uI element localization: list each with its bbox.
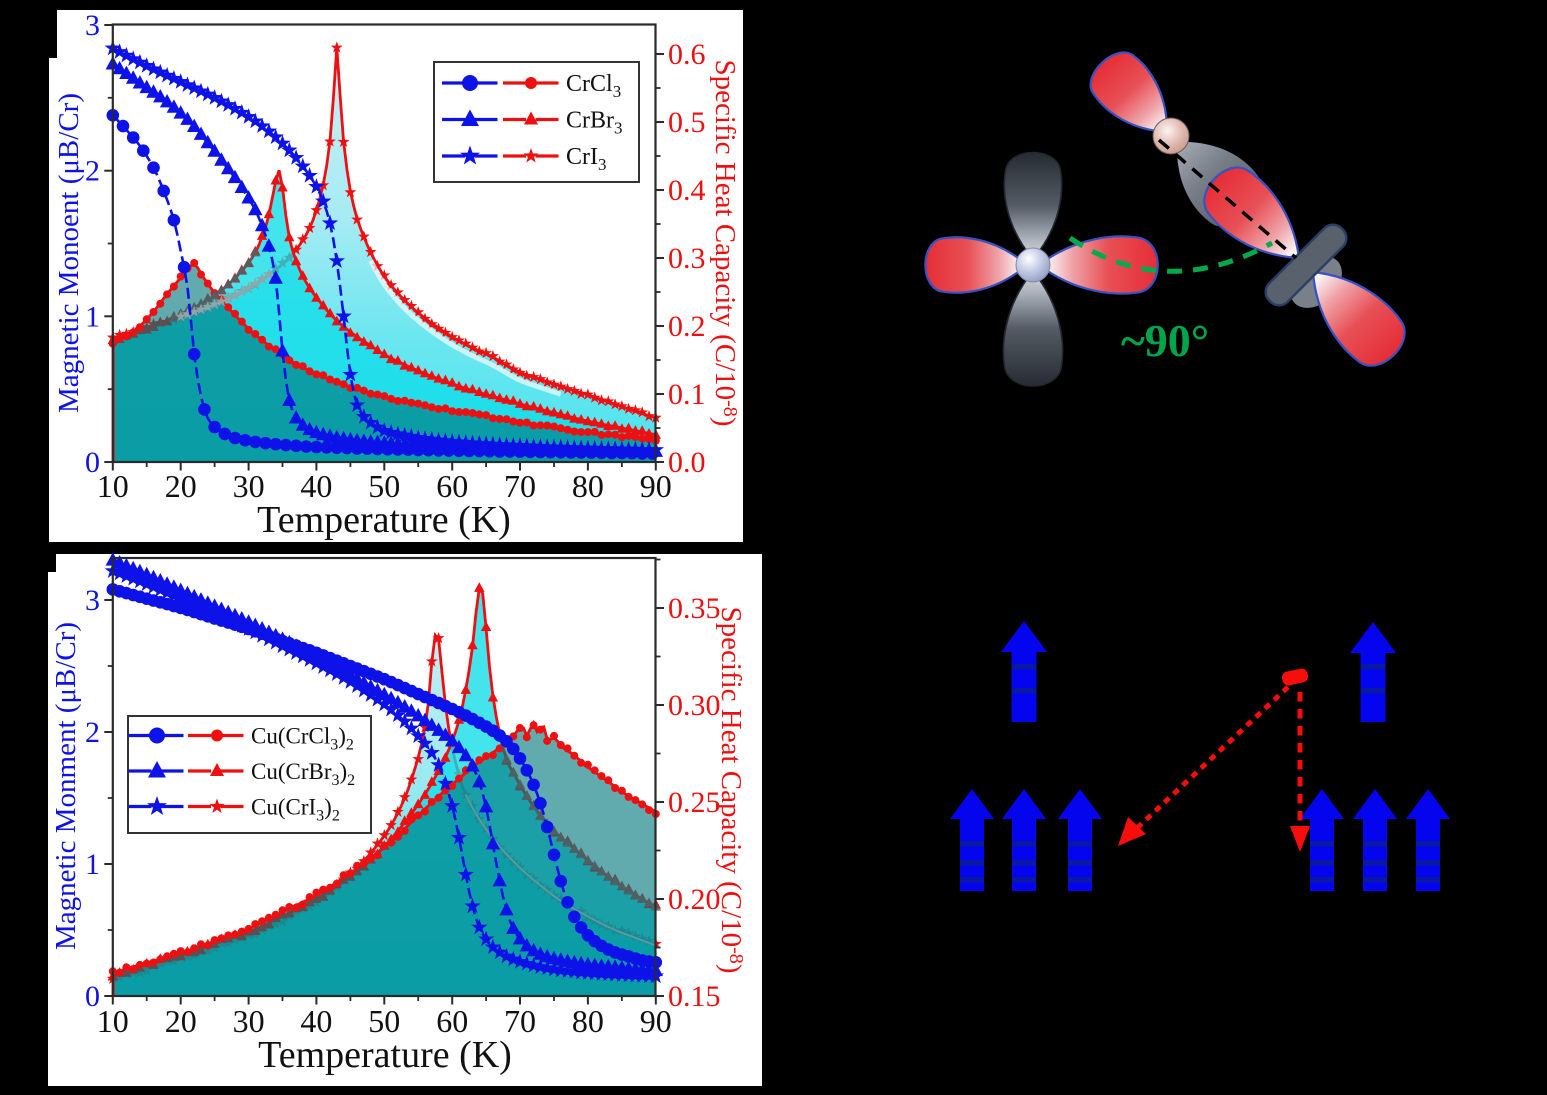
svg-text:30: 30: [233, 468, 265, 504]
svg-text:90: 90: [640, 1003, 672, 1039]
svg-text:0.5: 0.5: [668, 106, 706, 139]
svg-text:0.4: 0.4: [668, 174, 706, 207]
svg-text:50: 50: [368, 1003, 400, 1039]
svg-text:0.35: 0.35: [668, 592, 721, 625]
svg-text:2: 2: [85, 155, 100, 188]
svg-text:0.6: 0.6: [668, 38, 706, 71]
svg-text:0.3: 0.3: [668, 242, 706, 275]
svg-text:Temperature (K): Temperature (K): [257, 499, 511, 541]
svg-text:0: 0: [85, 446, 100, 479]
svg-text:80: 80: [572, 1003, 604, 1039]
svg-text:80: 80: [572, 468, 604, 504]
svg-text:10: 10: [97, 468, 129, 504]
svg-text:CrBr3: CrBr3: [566, 108, 623, 138]
svg-text:40: 40: [300, 468, 332, 504]
svg-text:10: 10: [97, 1003, 129, 1039]
svg-text:Temperature (K): Temperature (K): [258, 1034, 512, 1076]
svg-text:50: 50: [368, 468, 400, 504]
svg-text:2: 2: [85, 716, 100, 749]
svg-text:0.2: 0.2: [668, 310, 706, 343]
svg-text:70: 70: [504, 1003, 536, 1039]
svg-text:20: 20: [165, 468, 197, 504]
svg-text:70: 70: [504, 468, 536, 504]
svg-text:20: 20: [165, 1003, 197, 1039]
svg-text:CrCl3: CrCl3: [566, 71, 621, 101]
svg-text:0.20: 0.20: [668, 883, 721, 916]
svg-text:0.25: 0.25: [668, 786, 721, 819]
svg-text:30: 30: [233, 1003, 265, 1039]
svg-text:40: 40: [300, 1003, 332, 1039]
svg-text:Specific Heat Capacity (C/10-8: Specific Heat Capacity (C/10-8): [715, 607, 747, 974]
svg-text:90: 90: [640, 468, 672, 504]
svg-text:0.30: 0.30: [668, 689, 721, 722]
svg-text:Specific Heat Capacity (C/10-8: Specific Heat Capacity (C/10-8): [709, 60, 741, 427]
svg-text:3: 3: [85, 9, 100, 42]
svg-text:0.1: 0.1: [668, 378, 706, 411]
svg-text:60: 60: [436, 1003, 468, 1039]
svg-text:0.15: 0.15: [668, 980, 721, 1013]
svg-text:~90°: ~90°: [1121, 315, 1209, 366]
svg-text:Magnetic Monment (μB/Cr): Magnetic Monment (μB/Cr): [50, 622, 82, 950]
svg-text:3: 3: [85, 584, 100, 617]
svg-text:Magnetic Monoent (μB/Cr): Magnetic Monoent (μB/Cr): [53, 93, 85, 413]
svg-text:0.0: 0.0: [668, 446, 706, 479]
svg-text:0: 0: [85, 980, 100, 1013]
svg-text:1: 1: [85, 300, 100, 333]
svg-text:1: 1: [85, 848, 100, 881]
svg-text:60: 60: [436, 468, 468, 504]
